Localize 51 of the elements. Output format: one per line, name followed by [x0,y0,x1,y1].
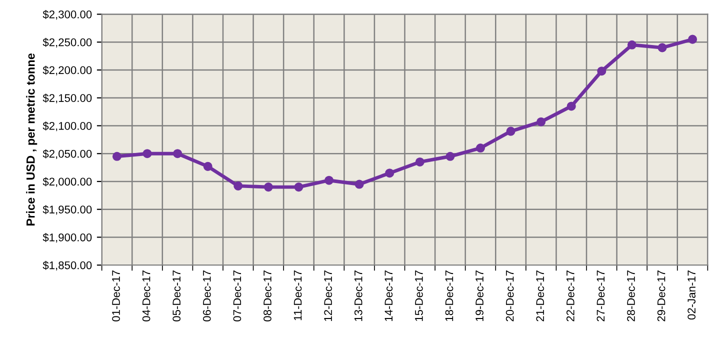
x-tick-label: 02-Jan-17 [688,270,696,320]
y-tick-label: $1,900.00 [42,233,92,243]
y-tick-label: $2,200.00 [42,66,92,76]
point [506,126,516,136]
x-tick-label: 07-Dec-17 [233,270,242,322]
point [264,182,273,192]
x-tick-label: 18-Dec-17 [445,270,454,321]
y-tick-label: $2,050.00 [42,149,92,160]
x-tick-label: 14-Dec-17 [384,270,393,321]
point [234,181,243,190]
point [658,43,667,52]
point [112,152,122,161]
x-tick-label: 04-Dec-17 [142,270,150,322]
y-axis-title: Price in USD , per metric tonne [26,53,38,226]
x-tick-label: 29-Dec-17 [657,270,666,322]
y-tick-label: $2,250.00 [42,38,92,48]
x-tick-label: 22-Dec-17 [566,270,574,322]
point [203,162,212,171]
x-tick-label: 12-Dec-17 [324,270,332,321]
x-tick-label: 20-Dec-17 [506,270,514,322]
x-tick-label: 13-Dec-17 [354,270,362,321]
x-tick-label: 19-Dec-17 [476,270,484,321]
point [627,40,636,50]
y-tick-label: $2,150.00 [42,94,92,104]
point [415,157,424,166]
point [446,152,455,161]
point [597,66,606,76]
point [324,176,334,185]
x-tick-label: 11-Dec-17 [294,270,302,320]
y-tick-label: $1,950.00 [42,205,92,215]
y-tick-label: $1,850.00 [42,260,92,271]
point [476,144,485,153]
point [385,168,394,178]
point [354,180,364,189]
point [566,102,576,111]
x-tick-label: 01-Dec-17 [112,270,120,322]
x-tick-label: 08-Dec-17 [264,270,272,322]
point [688,34,698,44]
x-tick-label: 15-Dec-17 [415,270,423,321]
point [536,117,546,126]
point [173,149,182,158]
x-tick-label: 27-Dec-17 [596,270,605,322]
x-tick-label: 28-Dec-17 [627,270,635,322]
point [142,149,152,158]
y-tick-label: $2,300.00 [42,10,92,20]
y-tick-label: $2,100.00 [42,122,92,132]
x-tick-label: 05-Dec-17 [172,270,181,322]
x-tick-label: 21-Dec-17 [536,270,544,322]
x-tick-label: 06-Dec-17 [202,270,211,322]
point [294,182,304,192]
y-tick-label: $2,000.00 [42,177,92,187]
